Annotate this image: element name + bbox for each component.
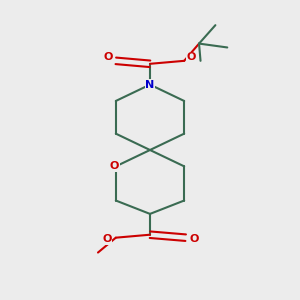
- Text: O: O: [110, 161, 119, 171]
- Text: O: O: [102, 234, 112, 244]
- Text: O: O: [104, 52, 113, 62]
- Text: O: O: [187, 52, 196, 62]
- Text: N: N: [146, 80, 154, 90]
- Text: O: O: [190, 234, 199, 244]
